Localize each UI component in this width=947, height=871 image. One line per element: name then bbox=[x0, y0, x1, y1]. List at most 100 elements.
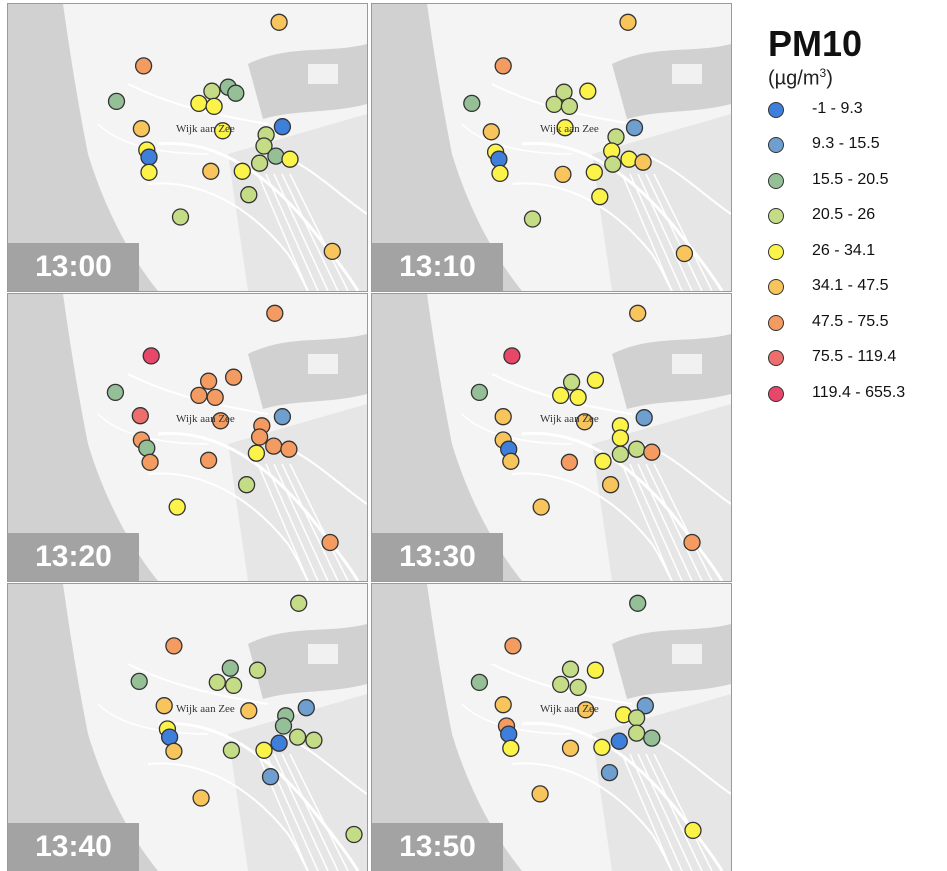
sensor-station-marker[interactable] bbox=[240, 702, 258, 720]
sensor-station-marker[interactable] bbox=[131, 407, 149, 425]
sensor-station-marker[interactable] bbox=[132, 120, 151, 138]
sensor-station-marker[interactable] bbox=[586, 371, 605, 389]
sensor-station-marker[interactable] bbox=[203, 82, 221, 100]
sensor-station-marker[interactable] bbox=[141, 453, 159, 471]
sensor-station-marker[interactable] bbox=[211, 412, 230, 430]
sensor-station-marker[interactable] bbox=[629, 304, 647, 322]
sensor-station-marker[interactable] bbox=[305, 731, 323, 749]
sensor-station-marker[interactable] bbox=[138, 439, 156, 457]
sensor-station-marker[interactable] bbox=[634, 153, 652, 171]
sensor-station-marker[interactable] bbox=[500, 725, 518, 743]
sensor-station-marker[interactable] bbox=[270, 13, 288, 31]
sensor-station-marker[interactable] bbox=[600, 763, 619, 782]
sensor-station-marker[interactable] bbox=[643, 729, 661, 747]
sensor-station-marker[interactable] bbox=[206, 388, 224, 407]
sensor-station-marker[interactable] bbox=[575, 413, 594, 431]
sensor-station-marker[interactable] bbox=[494, 696, 512, 714]
sensor-station-marker[interactable] bbox=[140, 148, 158, 166]
sensor-station-marker[interactable] bbox=[675, 244, 694, 263]
sensor-station-marker[interactable] bbox=[140, 163, 158, 181]
sensor-station-marker[interactable] bbox=[155, 697, 173, 715]
sensor-station-marker[interactable] bbox=[224, 676, 243, 695]
sensor-station-marker[interactable] bbox=[142, 347, 160, 365]
sensor-station-marker[interactable] bbox=[504, 637, 522, 655]
sensor-station-marker[interactable] bbox=[265, 437, 283, 455]
sensor-station-marker[interactable] bbox=[273, 118, 292, 136]
sensor-station-marker[interactable] bbox=[683, 533, 701, 552]
sensor-station-marker[interactable] bbox=[237, 476, 256, 494]
sensor-station-marker[interactable] bbox=[625, 119, 644, 137]
sensor-station-marker[interactable] bbox=[620, 150, 638, 168]
sensor-station-marker[interactable] bbox=[579, 82, 597, 100]
sensor-station-marker[interactable] bbox=[130, 672, 148, 691]
sensor-station-marker[interactable] bbox=[577, 701, 595, 719]
sensor-station-marker[interactable] bbox=[591, 188, 609, 206]
sensor-station-marker[interactable] bbox=[321, 533, 339, 552]
sensor-station-marker[interactable] bbox=[199, 372, 218, 390]
sensor-station-marker[interactable] bbox=[554, 165, 572, 184]
sensor-station-marker[interactable] bbox=[160, 728, 179, 746]
sensor-station-marker[interactable] bbox=[636, 697, 654, 715]
sensor-station-marker[interactable] bbox=[532, 498, 550, 516]
sensor-station-marker[interactable] bbox=[561, 660, 580, 678]
sensor-station-marker[interactable] bbox=[192, 789, 210, 807]
sensor-station-marker[interactable] bbox=[561, 739, 580, 757]
sensor-station-marker[interactable] bbox=[190, 386, 208, 405]
sensor-station-marker[interactable] bbox=[604, 155, 622, 173]
sensor-station-marker[interactable] bbox=[552, 386, 570, 405]
sensor-station-marker[interactable] bbox=[288, 728, 307, 746]
sensor-station-marker[interactable] bbox=[323, 242, 341, 261]
sensor-station-marker[interactable] bbox=[569, 678, 587, 697]
sensor-station-marker[interactable] bbox=[134, 57, 153, 75]
sensor-station-marker[interactable] bbox=[463, 94, 481, 113]
sensor-station-marker[interactable] bbox=[560, 97, 579, 116]
sensor-station-marker[interactable] bbox=[168, 498, 186, 516]
sensor-station-marker[interactable] bbox=[470, 383, 489, 402]
sensor-station-marker[interactable] bbox=[214, 122, 232, 140]
sensor-station-marker[interactable] bbox=[586, 661, 605, 679]
sensor-station-marker[interactable] bbox=[240, 186, 258, 204]
sensor-station-marker[interactable] bbox=[250, 154, 269, 172]
sensor-station-marker[interactable] bbox=[635, 409, 653, 427]
sensor-station-marker[interactable] bbox=[171, 208, 190, 226]
sensor-station-marker[interactable] bbox=[274, 717, 293, 735]
sensor-station-marker[interactable] bbox=[106, 383, 125, 402]
sensor-station-marker[interactable] bbox=[594, 452, 612, 470]
sensor-station-marker[interactable] bbox=[610, 732, 628, 750]
sensor-station-marker[interactable] bbox=[494, 57, 512, 75]
sensor-station-marker[interactable] bbox=[601, 476, 620, 494]
sensor-station-marker[interactable] bbox=[222, 741, 241, 759]
sensor-station-marker[interactable] bbox=[569, 388, 587, 407]
sensor-station-marker[interactable] bbox=[199, 451, 218, 469]
sensor-station-marker[interactable] bbox=[502, 739, 520, 757]
sensor-station-marker[interactable] bbox=[281, 150, 299, 168]
sensor-station-marker[interactable] bbox=[491, 164, 509, 183]
sensor-station-marker[interactable] bbox=[267, 147, 285, 165]
sensor-station-marker[interactable] bbox=[165, 637, 183, 655]
sensor-station-marker[interactable] bbox=[190, 94, 208, 113]
sensor-station-marker[interactable] bbox=[273, 408, 292, 426]
sensor-station-marker[interactable] bbox=[208, 673, 226, 692]
sensor-station-marker[interactable] bbox=[562, 373, 581, 391]
sensor-station-marker[interactable] bbox=[165, 742, 183, 760]
sensor-station-marker[interactable] bbox=[556, 119, 574, 137]
sensor-station-marker[interactable] bbox=[470, 673, 489, 692]
sensor-station-marker[interactable] bbox=[643, 443, 661, 461]
sensor-station-marker[interactable] bbox=[545, 95, 563, 114]
sensor-station-marker[interactable] bbox=[490, 150, 508, 168]
sensor-station-marker[interactable] bbox=[107, 92, 126, 111]
sensor-station-marker[interactable] bbox=[297, 699, 315, 717]
sensor-station-marker[interactable] bbox=[266, 304, 284, 322]
sensor-station-marker[interactable] bbox=[523, 210, 542, 228]
sensor-station-marker[interactable] bbox=[247, 444, 266, 462]
sensor-station-marker[interactable] bbox=[611, 429, 630, 447]
sensor-station-marker[interactable] bbox=[224, 368, 243, 386]
sensor-station-marker[interactable] bbox=[593, 738, 611, 756]
sensor-station-marker[interactable] bbox=[290, 594, 308, 612]
sensor-station-marker[interactable] bbox=[482, 123, 500, 141]
sensor-station-marker[interactable] bbox=[494, 408, 512, 426]
sensor-station-marker[interactable] bbox=[585, 163, 603, 181]
sensor-station-marker[interactable] bbox=[205, 97, 223, 116]
sensor-station-marker[interactable] bbox=[261, 768, 280, 786]
sensor-station-marker[interactable] bbox=[503, 347, 521, 365]
